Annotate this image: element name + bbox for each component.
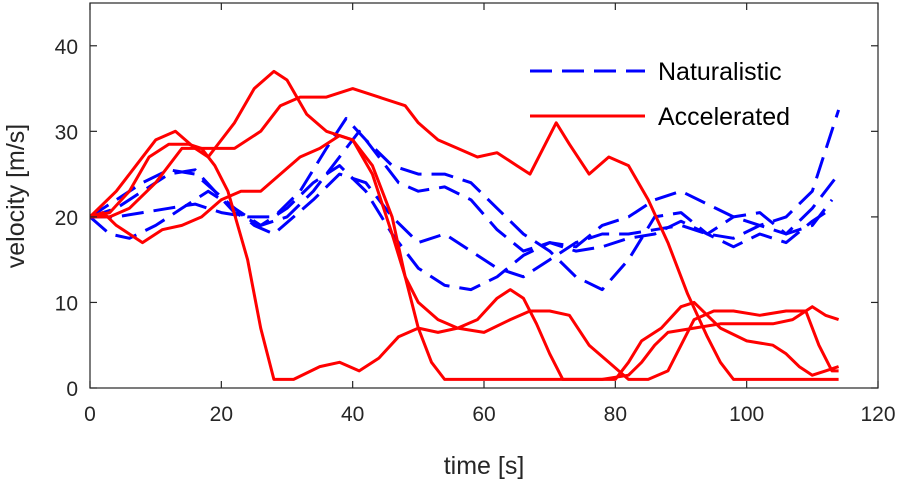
- y-tick-label: 20: [55, 207, 78, 230]
- series-line-accelerated-6: [90, 134, 839, 381]
- y-tick-label: 0: [66, 378, 78, 401]
- x-tick-label: 0: [84, 403, 96, 426]
- series-line-accelerated-5: [90, 69, 840, 381]
- series-line-naturalistic-3: [90, 117, 834, 292]
- series-line-naturalistic-0: [90, 129, 840, 253]
- series-line-accelerated-4: [90, 142, 840, 381]
- y-tick-label: 30: [55, 121, 78, 144]
- y-tick-label: 40: [55, 36, 78, 59]
- legend: Naturalistic Accelerated: [530, 58, 790, 131]
- legend-label-naturalistic: Naturalistic: [658, 58, 782, 86]
- series-line-accelerated-7: [90, 87, 839, 381]
- x-tick-label: 60: [472, 403, 495, 426]
- x-tick-label: 40: [341, 403, 364, 426]
- x-tick-label: 100: [729, 403, 764, 426]
- x-tick-label: 20: [210, 403, 233, 426]
- series-line-naturalistic-2: [90, 164, 833, 292]
- axis-ticks: 0 20 40 60 80 100 120 0 10 20 30 40: [55, 3, 896, 426]
- x-axis-label: time [s]: [444, 452, 525, 480]
- x-tick-label: 80: [604, 403, 627, 426]
- y-axis-label: velocity [m/s]: [2, 124, 30, 268]
- y-tick-label: 10: [55, 292, 78, 315]
- legend-label-accelerated: Accelerated: [658, 103, 790, 131]
- plot-series-layer: [90, 69, 841, 381]
- x-tick-label: 120: [860, 403, 895, 426]
